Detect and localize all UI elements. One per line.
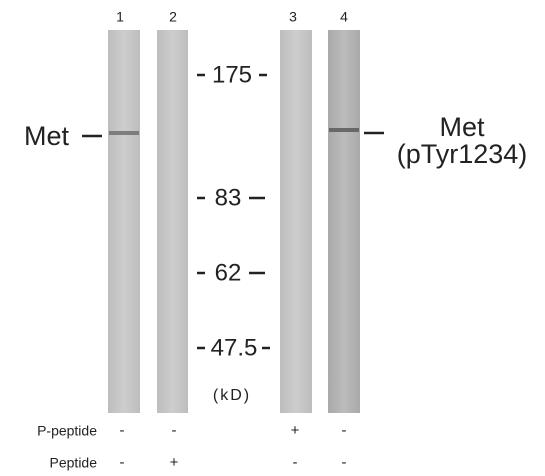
- treatment-sign: +: [291, 422, 300, 439]
- marker-label: 47.5: [211, 334, 258, 361]
- row-label: Peptide: [50, 455, 98, 471]
- lane: [328, 30, 360, 413]
- band: [109, 131, 139, 135]
- lane-number: 2: [169, 9, 177, 25]
- treatment-sign: -: [293, 454, 298, 471]
- marker-dashes: [197, 75, 270, 348]
- treatment-sign: +: [170, 454, 179, 471]
- treatment-sign: -: [342, 422, 347, 439]
- lane-number: 3: [289, 9, 297, 25]
- lane-number: 4: [340, 9, 348, 25]
- band-label: (pTyr1234): [397, 139, 528, 169]
- lane-number: 1: [116, 9, 124, 25]
- lane: [108, 30, 140, 413]
- blot-figure: 1 2 3 4 175 83 62 47.5 (kD) Met Met (pTy…: [0, 0, 545, 476]
- treatment-sign: -: [120, 454, 125, 471]
- treatment-sign: -: [120, 422, 125, 439]
- row-label: P-peptide: [37, 423, 97, 439]
- treatment-sign: -: [342, 454, 347, 471]
- band: [329, 128, 359, 132]
- band-label: Met: [24, 121, 70, 151]
- treatment-sign: -: [172, 422, 177, 439]
- lane: [157, 30, 188, 413]
- unit-label: (kD): [213, 387, 251, 404]
- band-label: Met: [439, 112, 485, 142]
- marker-label: 175: [212, 61, 252, 88]
- lane: [280, 30, 312, 413]
- marker-label: 62: [215, 259, 242, 286]
- marker-label: 83: [215, 184, 242, 211]
